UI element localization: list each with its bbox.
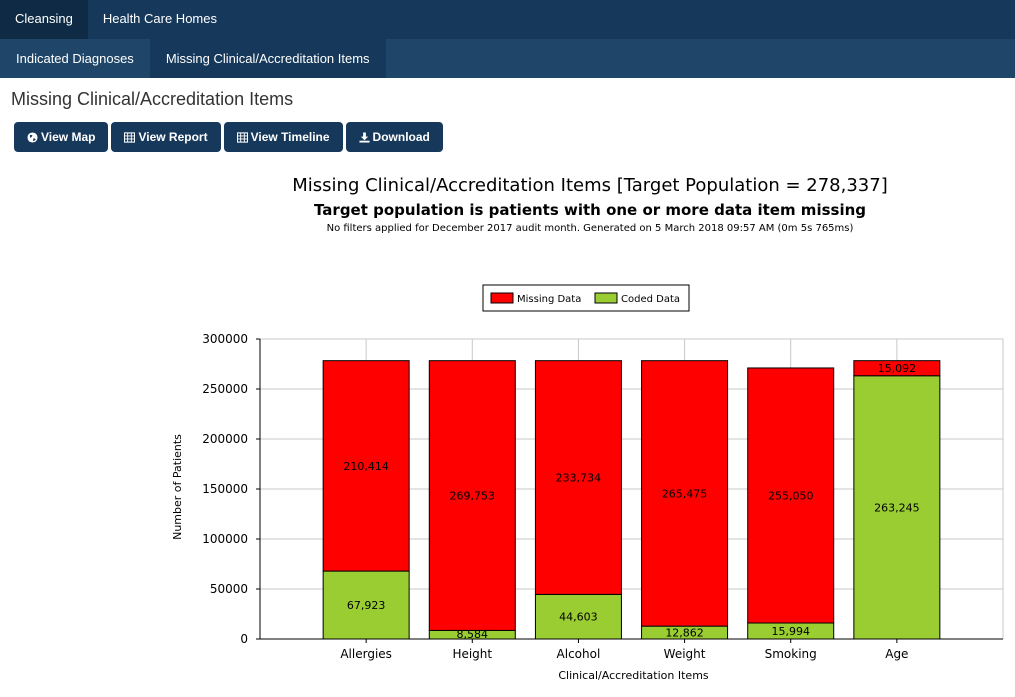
bar-missing-data [747,367,835,624]
data-label: 8,584 [457,628,489,641]
bar-missing-data [428,360,516,631]
chart-note: No filters applied for December 2017 aud… [326,223,854,234]
table-icon [124,131,136,143]
y-tick-label: 150000 [202,482,248,496]
x-tick-label: Weight [664,647,706,661]
tab-cleansing[interactable]: Cleansing [0,0,88,39]
x-tick-label: Height [452,647,492,661]
y-tick-label: 250000 [202,382,248,396]
data-label: 265,475 [662,487,708,500]
x-axis-title: Clinical/Accreditation Items [558,669,709,682]
table-icon [236,131,248,143]
data-label: 255,050 [768,489,814,502]
data-label: 67,923 [347,599,386,612]
view-timeline-label: View Timeline [250,130,330,144]
y-tick-label: 100000 [202,532,248,546]
download-button[interactable]: Download [345,122,443,152]
bar-missing-data [534,360,622,595]
data-label: 210,414 [343,460,389,473]
tab-health-care-homes[interactable]: Health Care Homes [102,11,217,26]
bar-missing-data [641,360,729,627]
x-tick-label: Age [885,647,908,661]
y-tick-label: 200000 [202,432,248,446]
tab-missing-clinical-items[interactable]: Missing Clinical/Accreditation Items [149,39,386,78]
top-nav: Cleansing Health Care Homes [0,0,1015,39]
data-label: 269,753 [450,490,496,503]
data-label: 233,734 [556,472,602,485]
y-tick-label: 0 [240,632,248,646]
view-map-label: View Map [41,130,96,144]
legend-item: Missing Data [517,294,581,305]
legend [482,284,690,312]
view-report-label: View Report [138,130,208,144]
globe-icon [27,131,38,143]
view-map-button[interactable]: View Map [14,122,109,152]
data-label: 15,994 [771,625,810,638]
sub-nav: Indicated Diagnoses Missing Clinical/Acc… [0,39,1015,78]
data-label: 15,092 [878,362,917,375]
x-tick-label: Smoking [765,647,817,661]
bar-missing-data [322,360,410,572]
y-tick-label: 50000 [210,582,248,596]
chart-subtitle: Target population is patients with one o… [314,201,866,219]
data-label: 12,862 [665,627,704,640]
x-tick-label: Alcohol [557,647,601,661]
tab-indicated-diagnoses[interactable]: Indicated Diagnoses [16,51,134,66]
legend-swatch [490,292,514,304]
view-report-button[interactable]: View Report [111,122,221,152]
data-label: 44,603 [559,611,598,624]
y-axis-title: Number of Patients [171,434,184,540]
bar-missing-data [853,360,941,377]
chart-title: Missing Clinical/Accreditation Items [Ta… [292,175,888,196]
bar-coded-data [534,593,622,640]
data-label: 263,245 [874,501,920,514]
x-tick-label: Allergies [340,647,392,661]
legend-swatch [594,292,618,304]
y-tick-label: 300000 [202,332,248,346]
toolbar: View Map View Report View Timeline Downl… [14,122,443,152]
download-icon [359,131,370,143]
view-timeline-button[interactable]: View Timeline [223,122,343,152]
bar-coded-data [853,375,941,640]
download-label: Download [372,130,430,144]
page-title: Missing Clinical/Accreditation Items [11,89,294,109]
legend-item: Coded Data [621,294,680,305]
